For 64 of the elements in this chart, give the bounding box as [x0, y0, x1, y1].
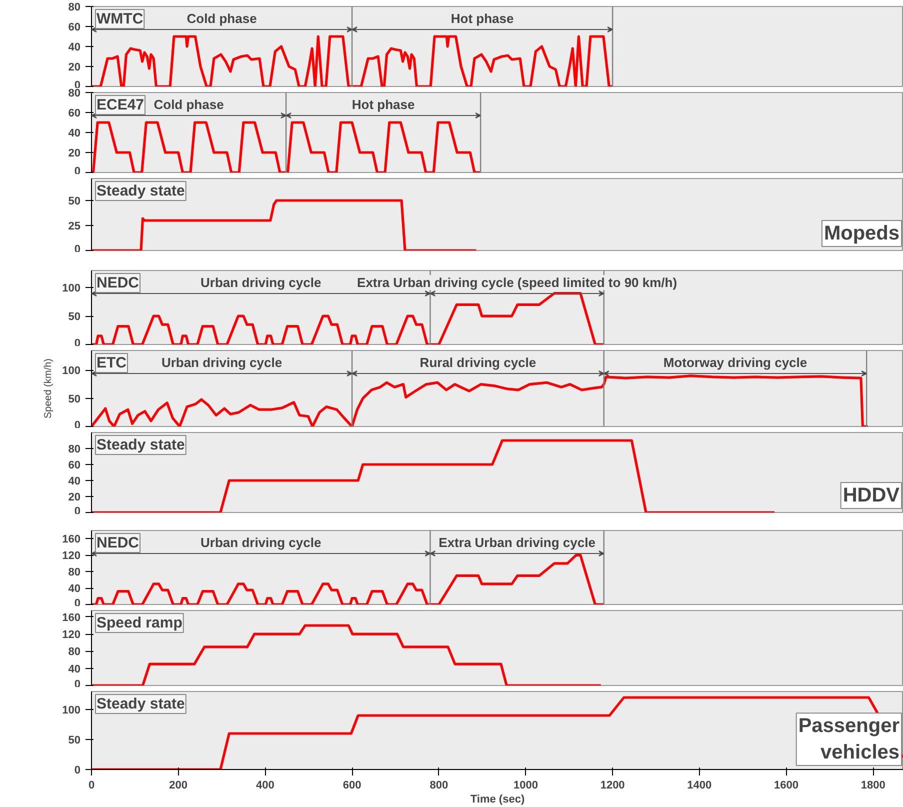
y-tick-label: 50 [68, 393, 81, 406]
annotation: Extra Urban driving cycle (speed limited to 90 km/h) [357, 275, 678, 290]
y-tick-label: 40 [68, 128, 81, 140]
chart-title: Steady state [96, 182, 185, 200]
y-tick-label: 20 [68, 148, 81, 160]
y-tick-label: 40 [68, 476, 81, 488]
annotation: Hot phase [450, 11, 514, 26]
y-tick-label: 100 [62, 704, 81, 716]
annotation: Urban driving cycle [200, 535, 322, 550]
x-tick-label: 200 [169, 780, 188, 792]
chart-title: Steady state [96, 696, 185, 712]
annotation: Passenger vehicles [798, 715, 900, 764]
y-tick-label: 100 [62, 282, 81, 295]
y-tick-label: 80 [68, 566, 81, 579]
y-tick-label: 80 [68, 646, 81, 658]
x-tick-label: 600 [342, 780, 362, 792]
y-tick-label: 160 [62, 612, 81, 624]
y-tick-label: 160 [62, 534, 81, 546]
y-tick-label: 60 [68, 108, 81, 120]
annotation: HDDV [842, 484, 900, 506]
y-tick-label: 60 [68, 22, 81, 34]
annotation: Cold phase [154, 97, 224, 112]
y-tick-label: 120 [62, 550, 81, 562]
chart-title: Speed ramp [96, 614, 182, 632]
annotation: Mopeds [824, 222, 900, 244]
chart-title: NEDC [96, 534, 140, 552]
x-tick-label: 1400 [687, 780, 712, 792]
chart-title: NEDC [96, 274, 140, 292]
chart-title: ECE47 [96, 96, 144, 114]
x-tick-label: 0 [88, 780, 95, 792]
x-tick-label: 800 [430, 780, 448, 792]
annotation: Urban driving cycle [200, 275, 322, 290]
chart-title: ETC [96, 354, 127, 372]
y-tick-label: 40 [68, 42, 81, 54]
y-tick-label: 80 [68, 444, 81, 456]
x-tick-label: 1800 [860, 780, 886, 792]
y-tick-label: 80 [68, 2, 81, 14]
y-tick-label: 20 [68, 62, 81, 74]
y-tick-label: 50 [68, 311, 81, 324]
y-tick-label: 40 [68, 663, 81, 676]
y-tick-label: 20 [68, 492, 81, 504]
y-tick-label: 0 [74, 764, 81, 776]
y-tick-label: 50 [68, 196, 81, 208]
y-tick-label: 80 [68, 88, 81, 100]
chart-title: Steady state [96, 436, 185, 454]
annotation: Urban driving cycle [161, 355, 282, 370]
y-tick-label: 120 [62, 629, 81, 642]
y-tick-label: 50 [68, 734, 81, 746]
x-axis-title: Time (sec) [470, 794, 525, 806]
y-tick-label: 60 [68, 460, 81, 472]
chart-title: WMTC [96, 10, 144, 28]
x-tick-label: 400 [256, 780, 274, 792]
annotation: Rural driving cycle [420, 355, 536, 370]
annotation: Hot phase [352, 97, 415, 112]
annotation: Motorway driving cycle [663, 355, 808, 370]
y-axis-title: Speed (km/h) [43, 358, 54, 419]
x-tick-label: 1200 [600, 780, 625, 792]
x-tick-label: 1600 [774, 780, 799, 792]
y-tick-label: 100 [62, 365, 81, 378]
annotation: Cold phase [186, 11, 257, 26]
annotation: Extra Urban driving cycle [438, 535, 596, 550]
y-tick-label: 40 [68, 583, 81, 596]
y-tick-label: 25 [68, 220, 81, 232]
x-tick-label: 1000 [513, 780, 538, 792]
